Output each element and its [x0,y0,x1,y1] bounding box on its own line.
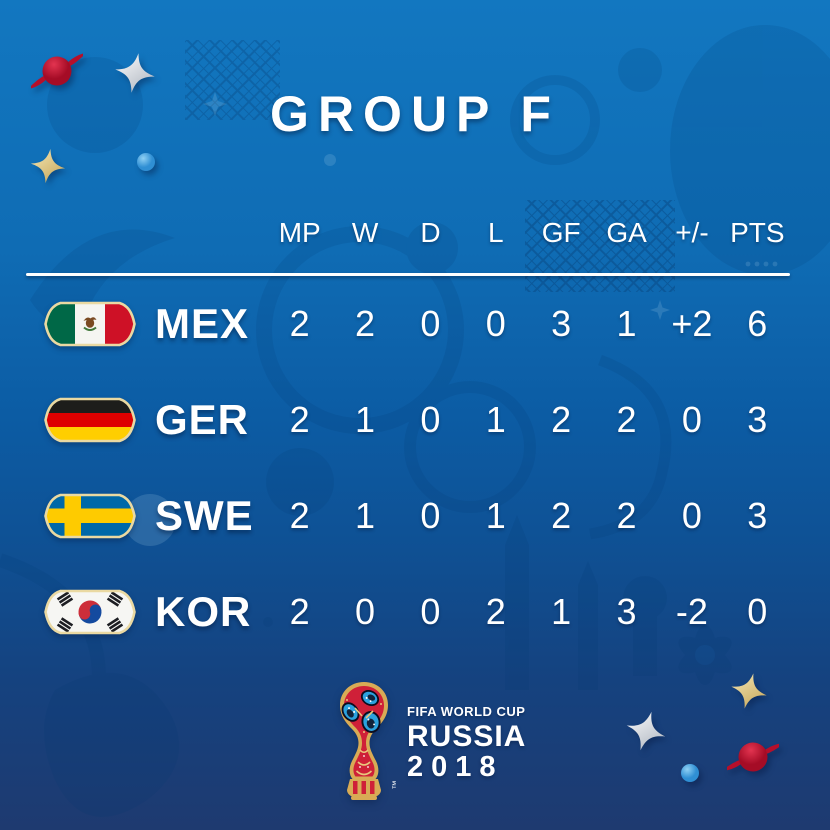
table-row-mexico: MEX 2 2 0 0 3 1 +2 6 [44,297,790,351]
header-divider-line [26,273,790,276]
stat-diff: -2 [675,591,708,632]
gold-sparkle-icon [731,673,767,709]
column-header-ga: GA [606,217,647,248]
stat-pts: 0 [747,591,768,632]
red-comet-icon [727,742,779,772]
south-korea-flag-icon [44,586,139,638]
stat-gf: 3 [551,303,572,344]
world-cup-logo: FIFA WORLD CUP RUSSIA 2018 ™ [333,680,573,812]
team-code: GER [155,396,250,443]
sweden-flag-icon [44,490,139,542]
stat-pts: 6 [747,303,768,344]
stat-ga: 3 [616,591,637,632]
russia-label: RUSSIA [407,720,527,753]
stat-d: 0 [420,399,441,440]
stat-diff: 0 [681,399,702,440]
stat-diff: +2 [671,303,713,344]
standings-table: MP W D L GF GA +/- PTS MEX [26,210,790,650]
team-code: MEX [155,300,250,347]
blue-dot-icon [681,764,699,782]
stat-l: 2 [485,591,506,632]
stat-d: 0 [420,495,441,536]
stat-mp: 2 [289,495,310,536]
gold-sparkle-icon [30,148,66,184]
table-row-sweden: SWE 2 1 0 1 2 2 0 3 [44,489,790,543]
world-cup-trophy-icon [340,682,388,800]
stat-diff: 0 [681,495,702,536]
mexico-flag-icon [44,298,139,350]
team-code: SWE [155,492,254,539]
stat-mp: 2 [289,399,310,440]
stat-d: 0 [420,303,441,344]
column-header-d: D [420,217,441,248]
year-label: 2018 [407,751,504,783]
stat-mp: 2 [289,591,310,632]
stat-ga: 2 [616,495,637,536]
column-header-diff: +/- [675,217,709,248]
red-comet-icon [31,52,83,90]
stat-pts: 3 [747,399,768,440]
team-code: KOR [155,588,252,635]
germany-flag-icon [44,394,139,446]
blue-dot-icon [137,153,155,171]
table-header-row: MP W D L GF GA +/- PTS [44,210,790,256]
column-header-w: W [351,217,379,248]
stat-d: 0 [420,591,441,632]
fifa-world-cup-label: FIFA WORLD CUP [407,704,526,719]
logo-text-block: FIFA WORLD CUP RUSSIA 2018 [407,704,526,782]
stat-l: 0 [485,303,506,344]
stat-l: 1 [485,495,506,536]
stat-w: 1 [355,495,376,536]
stat-ga: 1 [616,303,637,344]
stat-gf: 1 [551,591,572,632]
white-sparkle-icon [115,53,155,93]
table-row-south-korea: KOR 2 0 0 2 1 3 -2 0 [44,585,790,639]
column-header-pts: PTS [730,217,785,248]
stat-gf: 2 [551,495,572,536]
table-row-germany: GER 2 1 0 1 2 2 0 3 [44,393,790,447]
stat-w: 1 [355,399,376,440]
trademark-symbol: ™ [390,780,401,790]
stat-l: 1 [485,399,506,440]
column-header-mp: MP [278,217,321,248]
stat-mp: 2 [289,303,310,344]
stat-ga: 2 [616,399,637,440]
stat-w: 0 [355,591,376,632]
column-header-gf: GF [541,217,581,248]
page-title: GROUP F [270,86,560,142]
stat-w: 2 [355,303,376,344]
column-header-l: L [488,217,504,248]
stat-gf: 2 [551,399,572,440]
stat-pts: 3 [747,495,768,536]
white-sparkle-icon [626,711,666,751]
